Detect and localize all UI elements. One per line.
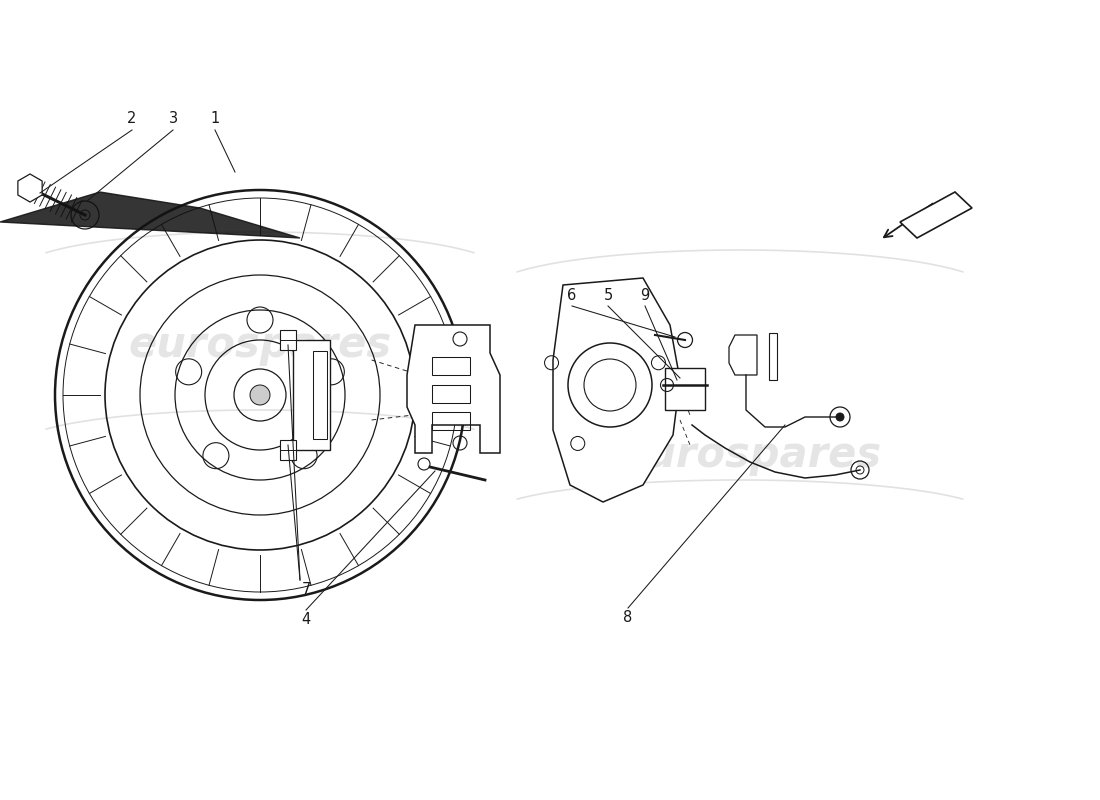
Text: eurospares: eurospares	[618, 434, 881, 476]
Circle shape	[836, 413, 844, 421]
Polygon shape	[769, 333, 777, 380]
Text: 2: 2	[128, 111, 136, 126]
Text: 1: 1	[210, 111, 220, 126]
Polygon shape	[729, 335, 757, 375]
Polygon shape	[0, 192, 300, 238]
Polygon shape	[666, 368, 705, 410]
Bar	[314, 351, 327, 439]
Polygon shape	[407, 325, 500, 453]
Text: 6: 6	[568, 288, 576, 303]
Bar	[432, 411, 470, 430]
Polygon shape	[900, 192, 972, 238]
Polygon shape	[553, 278, 680, 502]
Bar	[280, 440, 296, 460]
Text: 7: 7	[301, 582, 310, 597]
Polygon shape	[293, 340, 330, 450]
Text: 5: 5	[604, 288, 613, 303]
Text: 9: 9	[640, 288, 650, 303]
Polygon shape	[18, 174, 42, 202]
Text: 8: 8	[624, 610, 632, 625]
Text: eurospares: eurospares	[129, 324, 392, 366]
Bar	[280, 330, 296, 350]
Text: 3: 3	[168, 111, 177, 126]
Bar	[432, 385, 470, 403]
Bar	[432, 357, 470, 375]
Text: 4: 4	[301, 612, 310, 627]
Circle shape	[250, 385, 270, 405]
